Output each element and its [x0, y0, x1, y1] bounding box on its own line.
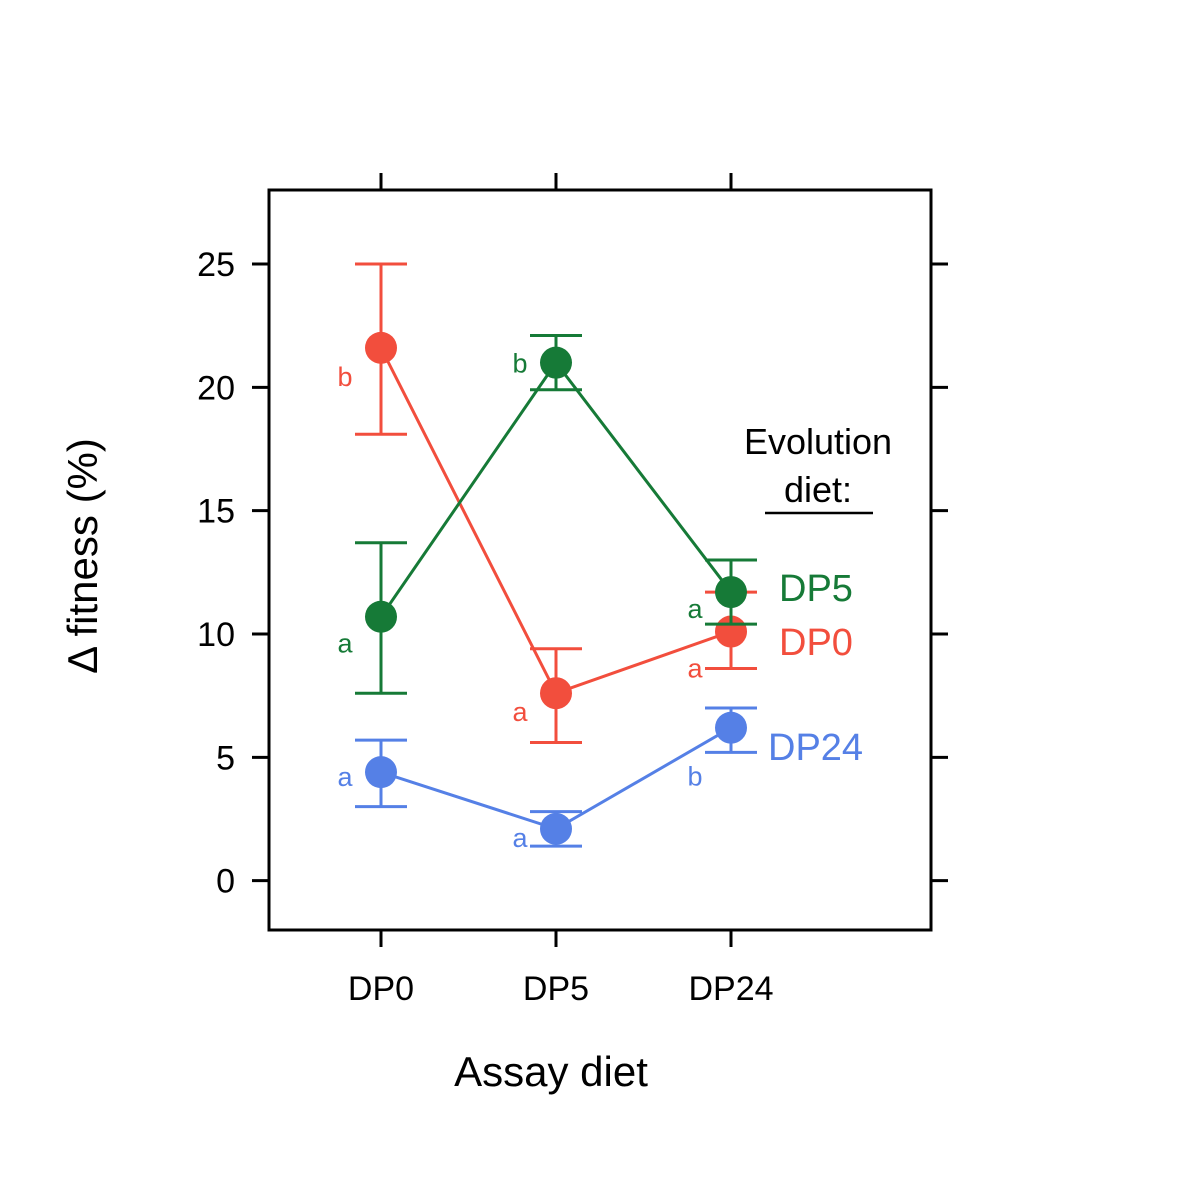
y-tick-label: 0	[216, 863, 235, 901]
significance-label: a	[337, 762, 353, 792]
data-point	[540, 677, 572, 710]
series-dp5: a b a	[337, 334, 757, 695]
significance-label: a	[512, 697, 528, 727]
legend-entry-dp5: DP5	[779, 568, 853, 610]
plot-frame	[267, 188, 933, 932]
x-tick-label: DP0	[348, 970, 414, 1008]
axes-layer: 0 5 10 15 20 25 DP0 DP5 DP24	[197, 173, 948, 1008]
significance-label: a	[687, 594, 703, 624]
legend-title-line-1: Evolution	[744, 421, 892, 462]
y-tick-label: 15	[197, 493, 235, 531]
y-axis-title: Δ fitness (%)	[59, 438, 106, 674]
series-line	[379, 347, 732, 696]
y-tick-label: 10	[197, 616, 235, 654]
data-point	[715, 711, 747, 744]
x-tick-label: DP24	[688, 970, 773, 1008]
y-tick-label: 25	[197, 246, 235, 284]
y-tick-label: 5	[216, 739, 235, 777]
significance-label: b	[512, 349, 527, 379]
legend-title-line-2: diet:	[784, 469, 852, 510]
data-point	[365, 331, 397, 364]
y-tick-label: 20	[197, 369, 235, 407]
legend: Evolution diet: DP5 DP0 DP24	[744, 421, 892, 769]
series-dp24: a a b	[337, 706, 757, 853]
data-point	[365, 756, 397, 789]
legend-entry-dp0: DP0	[779, 622, 853, 664]
data-point	[365, 600, 397, 633]
significance-label: a	[337, 629, 353, 659]
legend-entry-dp24: DP24	[768, 727, 863, 769]
data-point	[540, 346, 572, 379]
significance-label: a	[512, 823, 528, 853]
significance-label: b	[687, 762, 702, 792]
significance-label: a	[687, 654, 703, 684]
data-point	[715, 576, 747, 609]
data-point	[540, 812, 572, 845]
series-line	[379, 360, 733, 618]
significance-label: b	[337, 362, 352, 392]
x-axis-title: Assay diet	[454, 1048, 648, 1095]
x-tick-label: DP5	[523, 970, 589, 1008]
